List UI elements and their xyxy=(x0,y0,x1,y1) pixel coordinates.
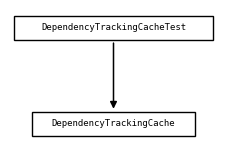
Text: DependencyTrackingCache: DependencyTrackingCache xyxy=(52,120,175,128)
FancyBboxPatch shape xyxy=(14,16,213,40)
FancyBboxPatch shape xyxy=(32,112,195,136)
Text: DependencyTrackingCacheTest: DependencyTrackingCacheTest xyxy=(41,23,186,32)
